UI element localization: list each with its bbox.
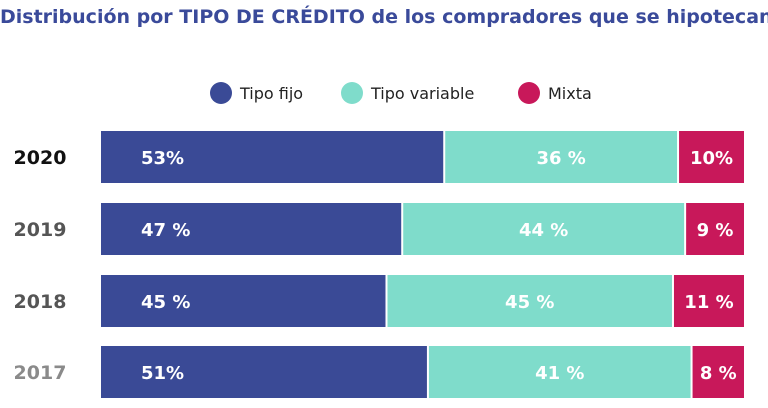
value-label-2019-tipo-variable: 44 % xyxy=(519,220,568,241)
bar-segment-2018-tipo-fijo xyxy=(101,275,386,327)
value-label-2018-mixta: 11 % xyxy=(684,292,733,313)
bar-segment-2019-mixta xyxy=(686,203,744,255)
bar-segment-2020-tipo-fijo xyxy=(101,131,444,183)
value-label-2017-tipo-fijo: 51% xyxy=(141,363,184,384)
year-label-2018: 2018 xyxy=(14,291,67,313)
bar-segment-2019-tipo-variable xyxy=(403,203,685,255)
bar-segment-2018-tipo-variable xyxy=(387,275,672,327)
legend-item-mixta: Mixta xyxy=(518,80,592,106)
value-label-2019-tipo-fijo: 47 % xyxy=(141,220,190,241)
legend-item-tipo-fijo: Tipo fijo xyxy=(210,80,303,106)
legend-label-tipo-variable: Tipo variable xyxy=(371,83,475,103)
bar-segment-2019-tipo-fijo xyxy=(101,203,402,255)
legend-swatch-tipo-variable xyxy=(341,82,363,104)
legend-swatch-tipo-fijo xyxy=(210,82,232,104)
bar-segment-2020-mixta xyxy=(679,131,744,183)
year-label-2020: 2020 xyxy=(14,147,67,169)
legend-swatch-mixta xyxy=(518,82,540,104)
bar-segment-2020-tipo-variable xyxy=(445,131,678,183)
legend-label-mixta: Mixta xyxy=(548,83,592,103)
legend-item-tipo-variable: Tipo variable xyxy=(341,80,474,106)
value-label-2020-tipo-variable: 36 % xyxy=(536,148,585,169)
legend-label-tipo-fijo: Tipo fijo xyxy=(240,83,304,103)
value-label-2019-mixta: 9 % xyxy=(697,220,734,241)
value-label-2017-tipo-variable: 41 % xyxy=(535,363,584,384)
value-label-2020-tipo-fijo: 53% xyxy=(141,148,184,169)
value-label-2018-tipo-fijo: 45 % xyxy=(141,292,190,313)
legend: Tipo fijo Tipo variable Mixta xyxy=(0,80,768,106)
value-label-2018-tipo-variable: 45 % xyxy=(505,292,554,313)
bar-segment-2018-mixta xyxy=(673,275,744,327)
bar-segment-2017-mixta xyxy=(692,346,744,398)
value-label-2017-mixta: 8 % xyxy=(700,363,737,384)
bar-segment-2017-tipo-fijo xyxy=(101,346,427,398)
chart-title: Distribución por TIPO DE CRÉDITO de los … xyxy=(0,6,768,28)
year-label-2019: 2019 xyxy=(14,219,67,241)
bar-segment-2017-tipo-variable xyxy=(428,346,691,398)
year-label-2017: 2017 xyxy=(14,362,67,384)
value-label-2020-mixta: 10% xyxy=(690,148,733,169)
